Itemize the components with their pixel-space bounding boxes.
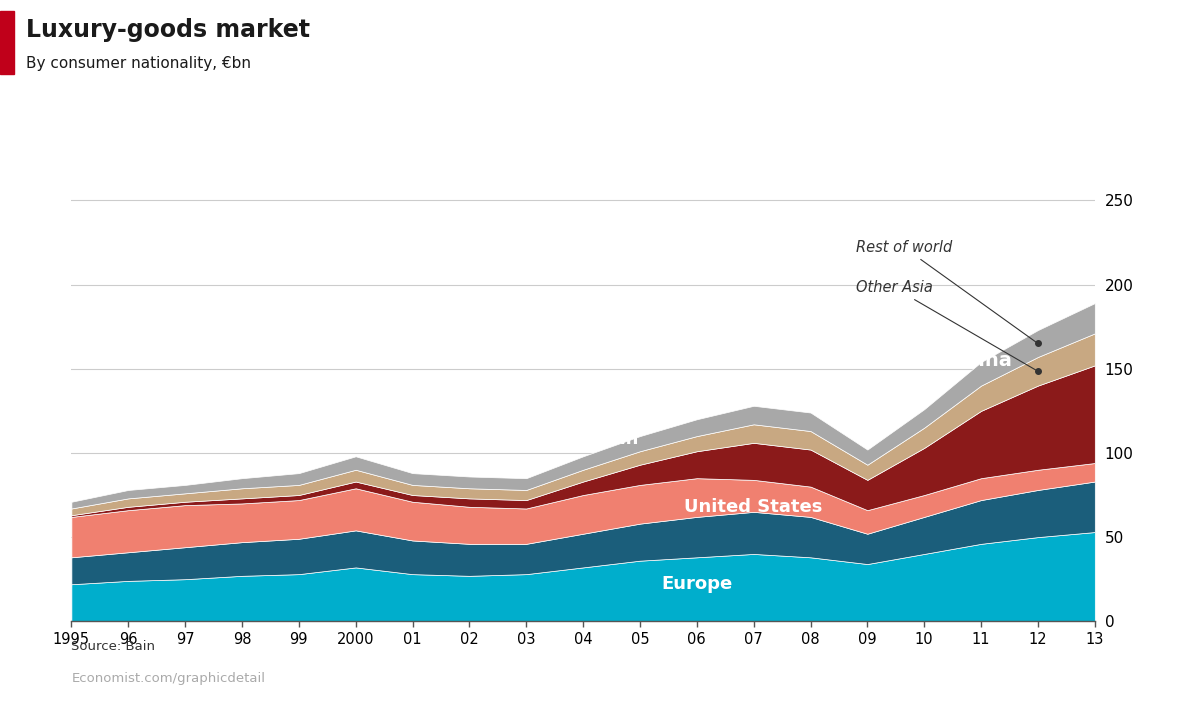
Text: Europe: Europe bbox=[662, 575, 732, 593]
Text: China: China bbox=[950, 351, 1011, 370]
Text: Luxury-goods market: Luxury-goods market bbox=[26, 18, 311, 42]
Text: Source: Bain: Source: Bain bbox=[71, 640, 156, 653]
Text: By consumer nationality, €bn: By consumer nationality, €bn bbox=[26, 56, 251, 71]
Text: Economist.com/graphicdetail: Economist.com/graphicdetail bbox=[71, 672, 265, 685]
Text: Japan: Japan bbox=[583, 431, 640, 448]
Text: Rest of world: Rest of world bbox=[856, 240, 1035, 342]
Text: United States: United States bbox=[684, 498, 822, 516]
Text: Other Asia: Other Asia bbox=[856, 280, 1035, 370]
